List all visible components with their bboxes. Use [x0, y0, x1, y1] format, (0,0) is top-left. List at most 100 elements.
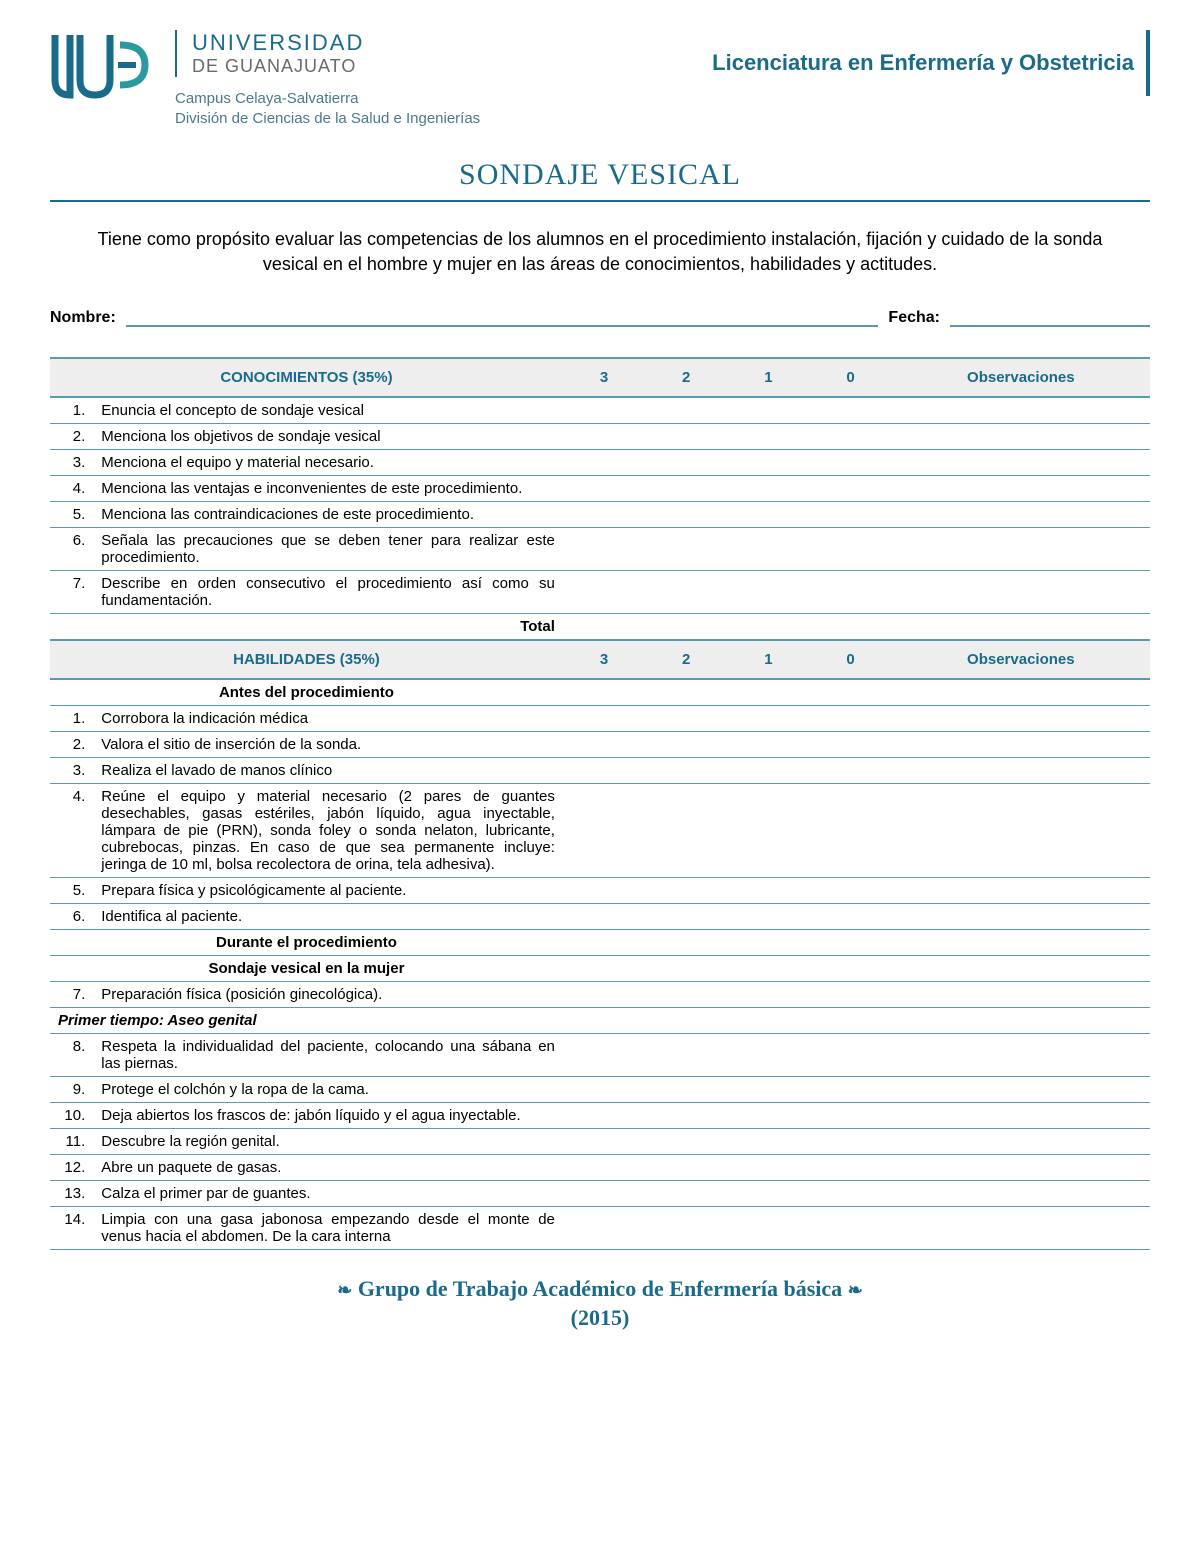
score-cell[interactable] — [809, 878, 891, 904]
score-cell[interactable] — [809, 784, 891, 878]
score-cell[interactable] — [645, 502, 727, 528]
obs-cell[interactable] — [892, 758, 1150, 784]
score-cell[interactable] — [563, 397, 645, 424]
score-cell[interactable] — [727, 784, 809, 878]
obs-cell[interactable] — [892, 904, 1150, 930]
name-input-line[interactable] — [126, 307, 879, 327]
score-cell[interactable] — [727, 1207, 809, 1250]
obs-cell[interactable] — [892, 878, 1150, 904]
obs-cell[interactable] — [892, 1207, 1150, 1250]
score-cell[interactable] — [727, 732, 809, 758]
obs-cell[interactable] — [892, 1077, 1150, 1103]
score-cell[interactable] — [645, 528, 727, 571]
score-cell[interactable] — [563, 1207, 645, 1250]
score-cell[interactable] — [727, 450, 809, 476]
score-cell[interactable] — [645, 1181, 727, 1207]
obs-cell[interactable] — [892, 1103, 1150, 1129]
score-cell[interactable] — [809, 476, 891, 502]
score-cell[interactable] — [727, 1129, 809, 1155]
score-cell[interactable] — [645, 1207, 727, 1250]
score-cell[interactable] — [727, 982, 809, 1008]
score-cell[interactable] — [727, 571, 809, 614]
score-cell[interactable] — [563, 528, 645, 571]
score-cell[interactable] — [645, 1129, 727, 1155]
score-cell[interactable] — [727, 424, 809, 450]
obs-cell[interactable] — [892, 502, 1150, 528]
score-cell[interactable] — [563, 732, 645, 758]
score-cell[interactable] — [645, 424, 727, 450]
score-cell[interactable] — [563, 758, 645, 784]
score-cell[interactable] — [645, 982, 727, 1008]
score-cell[interactable] — [727, 1077, 809, 1103]
score-cell[interactable] — [727, 1034, 809, 1077]
score-cell[interactable] — [645, 1077, 727, 1103]
score-cell[interactable] — [563, 424, 645, 450]
score-cell[interactable] — [809, 502, 891, 528]
obs-cell[interactable] — [892, 424, 1150, 450]
date-input-line[interactable] — [950, 307, 1150, 327]
score-cell[interactable] — [809, 1207, 891, 1250]
score-cell[interactable] — [645, 571, 727, 614]
score-cell[interactable] — [727, 528, 809, 571]
score-cell[interactable] — [645, 732, 727, 758]
obs-cell[interactable] — [892, 397, 1150, 424]
score-cell[interactable] — [563, 450, 645, 476]
score-cell[interactable] — [645, 1034, 727, 1077]
score-cell[interactable] — [563, 982, 645, 1008]
obs-cell[interactable] — [892, 450, 1150, 476]
score-cell[interactable] — [727, 904, 809, 930]
score-cell[interactable] — [645, 878, 727, 904]
score-cell[interactable] — [727, 1181, 809, 1207]
score-cell[interactable] — [563, 1155, 645, 1181]
score-cell[interactable] — [727, 397, 809, 424]
score-cell[interactable] — [809, 1155, 891, 1181]
score-cell[interactable] — [645, 1103, 727, 1129]
obs-cell[interactable] — [892, 1155, 1150, 1181]
score-cell[interactable] — [727, 758, 809, 784]
score-cell[interactable] — [727, 878, 809, 904]
score-cell[interactable] — [563, 571, 645, 614]
score-cell[interactable] — [809, 758, 891, 784]
obs-cell[interactable] — [892, 706, 1150, 732]
obs-cell[interactable] — [892, 476, 1150, 502]
score-cell[interactable] — [563, 784, 645, 878]
score-cell[interactable] — [563, 1034, 645, 1077]
score-cell[interactable] — [727, 1155, 809, 1181]
score-cell[interactable] — [563, 1129, 645, 1155]
score-cell[interactable] — [645, 476, 727, 502]
score-cell[interactable] — [809, 424, 891, 450]
score-cell[interactable] — [645, 397, 727, 424]
score-cell[interactable] — [809, 982, 891, 1008]
score-cell[interactable] — [809, 397, 891, 424]
score-cell[interactable] — [809, 1077, 891, 1103]
score-cell[interactable] — [645, 706, 727, 732]
score-cell[interactable] — [645, 784, 727, 878]
score-cell[interactable] — [563, 1077, 645, 1103]
score-cell[interactable] — [727, 1103, 809, 1129]
score-cell[interactable] — [563, 1103, 645, 1129]
score-cell[interactable] — [563, 904, 645, 930]
obs-cell[interactable] — [892, 528, 1150, 571]
score-cell[interactable] — [645, 450, 727, 476]
score-cell[interactable] — [645, 1155, 727, 1181]
obs-cell[interactable] — [892, 1034, 1150, 1077]
obs-cell[interactable] — [892, 982, 1150, 1008]
score-cell[interactable] — [645, 904, 727, 930]
score-cell[interactable] — [563, 878, 645, 904]
score-cell[interactable] — [809, 904, 891, 930]
obs-cell[interactable] — [892, 784, 1150, 878]
score-cell[interactable] — [809, 528, 891, 571]
score-cell[interactable] — [809, 732, 891, 758]
score-cell[interactable] — [809, 1129, 891, 1155]
score-cell[interactable] — [727, 476, 809, 502]
score-cell[interactable] — [563, 1181, 645, 1207]
score-cell[interactable] — [727, 502, 809, 528]
score-cell[interactable] — [809, 1034, 891, 1077]
score-cell[interactable] — [809, 450, 891, 476]
score-cell[interactable] — [809, 1103, 891, 1129]
score-cell[interactable] — [563, 476, 645, 502]
score-cell[interactable] — [563, 502, 645, 528]
obs-cell[interactable] — [892, 1181, 1150, 1207]
score-cell[interactable] — [809, 571, 891, 614]
obs-cell[interactable] — [892, 1129, 1150, 1155]
